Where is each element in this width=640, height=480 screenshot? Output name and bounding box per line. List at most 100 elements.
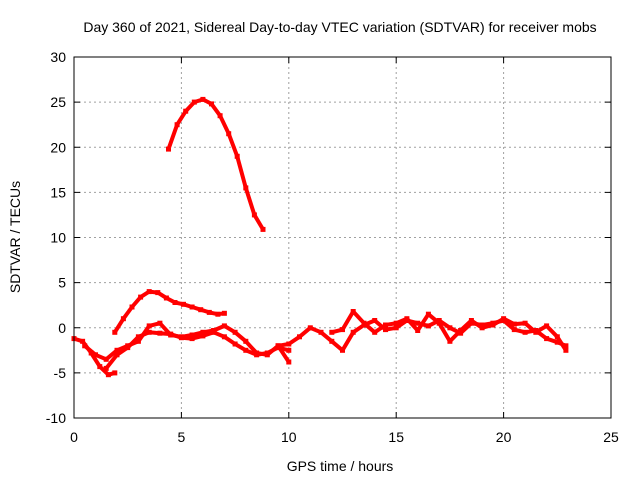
data-point	[183, 108, 189, 114]
data-point	[232, 329, 238, 335]
data-point	[200, 329, 206, 335]
data-point	[181, 301, 186, 307]
data-point	[189, 332, 195, 338]
data-point	[172, 300, 178, 305]
data-point	[189, 336, 195, 342]
data-point	[105, 372, 111, 378]
y-tick-label: 15	[50, 184, 66, 200]
data-point	[243, 185, 249, 191]
data-point	[318, 329, 324, 335]
y-tick-label: 10	[50, 230, 66, 246]
data-point	[522, 320, 528, 326]
data-point	[329, 329, 335, 335]
data-point	[243, 347, 249, 353]
chart-title: Day 360 of 2021, Sidereal Day-to-day VTE…	[83, 19, 596, 35]
data-point	[221, 310, 227, 316]
data-point	[82, 343, 88, 349]
data-point	[211, 329, 217, 335]
data-point	[217, 113, 223, 119]
data-point	[350, 309, 356, 314]
data-point	[93, 352, 98, 358]
data-point	[80, 338, 86, 344]
data-point	[340, 327, 345, 333]
x-tick-label: 25	[603, 429, 619, 445]
data-point	[221, 323, 227, 329]
data-point	[458, 328, 464, 333]
data-point	[307, 325, 313, 331]
data-point	[157, 330, 163, 336]
data-point	[275, 343, 281, 349]
y-tick-label: 25	[50, 94, 66, 110]
data-point	[178, 335, 184, 341]
x-tick-label: 5	[178, 429, 186, 445]
data-point	[264, 350, 270, 356]
data-point	[447, 338, 453, 344]
data-point	[468, 318, 474, 323]
x-tick-label: 20	[496, 429, 512, 445]
data-point	[544, 323, 550, 329]
data-point	[286, 347, 292, 353]
data-point	[97, 364, 103, 370]
ticks: 0 5 10 15 20 25 -10 -5 0 5 10 15 20 25 30	[46, 49, 619, 445]
data-point	[297, 334, 302, 340]
y-axis-label: SDTVAR / TECUs	[7, 181, 23, 293]
data-point	[129, 304, 135, 310]
data-point	[436, 318, 442, 323]
data-point	[522, 329, 528, 335]
data-point	[138, 294, 144, 300]
data-point	[286, 359, 292, 365]
data-point	[200, 333, 206, 339]
data-point	[157, 320, 163, 326]
data-point	[447, 325, 453, 331]
data-point	[383, 327, 388, 333]
data-point	[112, 370, 118, 376]
data-point	[166, 146, 171, 152]
data-point	[544, 336, 550, 342]
data-point	[404, 316, 410, 322]
series-layer	[71, 96, 569, 378]
data-point	[120, 316, 126, 322]
data-point	[260, 226, 266, 232]
data-point	[554, 334, 560, 340]
data-point	[135, 338, 141, 344]
series-line-arc-high	[166, 97, 265, 232]
data-point	[533, 329, 539, 335]
x-tick-label: 10	[281, 429, 297, 445]
data-point	[234, 153, 240, 159]
data-point	[232, 341, 238, 347]
data-point	[425, 311, 431, 317]
data-point	[372, 329, 378, 335]
data-point	[563, 347, 569, 353]
data-point	[425, 323, 431, 329]
data-point	[146, 323, 152, 329]
data-point	[383, 322, 388, 328]
data-point	[215, 311, 221, 317]
data-point	[189, 304, 195, 310]
y-tick-label: 5	[58, 275, 66, 291]
data-point	[200, 96, 206, 102]
data-point	[163, 295, 169, 301]
data-point	[511, 321, 517, 327]
data-point	[286, 341, 292, 347]
data-point	[125, 345, 131, 351]
data-point	[114, 347, 120, 353]
y-tick-label: 20	[50, 139, 66, 155]
data-point	[114, 352, 120, 358]
data-point	[206, 309, 212, 315]
data-point	[103, 365, 109, 371]
data-point	[329, 338, 335, 344]
y-tick-label: -5	[54, 365, 67, 381]
x-tick-label: 0	[70, 429, 78, 445]
x-axis-label: GPS time / hours	[287, 458, 394, 474]
data-point	[168, 331, 174, 337]
data-point	[511, 327, 517, 333]
data-point	[209, 101, 214, 107]
data-point	[415, 328, 421, 333]
data-point	[226, 131, 232, 137]
data-point	[479, 325, 485, 331]
data-point	[415, 320, 421, 326]
data-point	[198, 307, 204, 313]
data-point	[103, 356, 109, 362]
data-point	[191, 99, 197, 105]
